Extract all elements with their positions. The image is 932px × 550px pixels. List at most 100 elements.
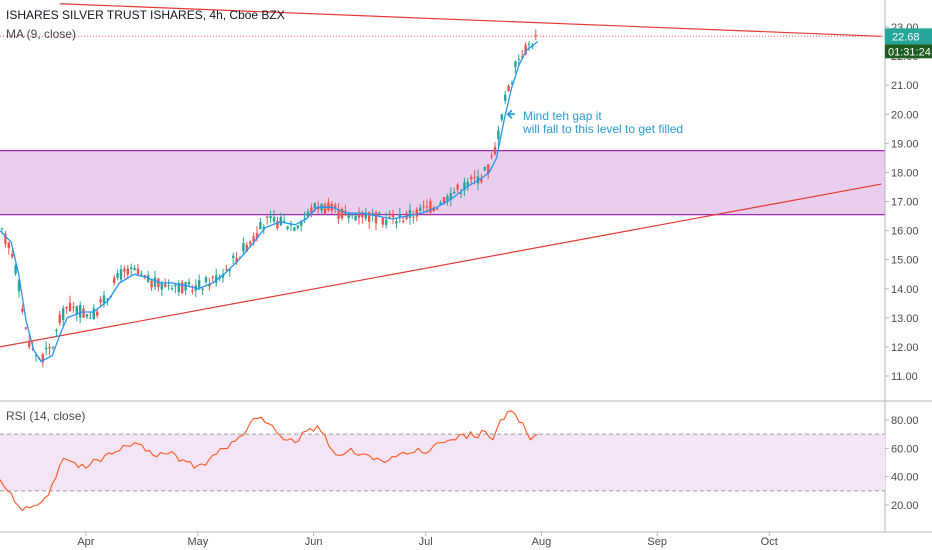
candle-down	[96, 311, 99, 316]
candle-up	[119, 269, 123, 280]
time-axis[interactable]: Apr May Jun Jul Aug Sep Oct	[77, 532, 778, 548]
candle-up	[347, 212, 350, 218]
candle-down	[436, 208, 439, 210]
candle-down	[143, 275, 146, 278]
annotation-line-1: Mind teh gap it	[523, 109, 602, 123]
candle-down	[245, 244, 248, 252]
candle-down	[99, 299, 102, 303]
candle-up	[527, 43, 531, 45]
candle-up	[262, 226, 265, 230]
candle-down	[521, 56, 524, 58]
candle-up	[504, 94, 507, 101]
candle-up	[500, 114, 503, 120]
candle-up	[153, 277, 157, 287]
candle-up	[531, 46, 534, 48]
candle-up	[187, 281, 191, 285]
candle-down	[136, 268, 140, 275]
candle-up	[354, 215, 357, 221]
candle-down	[82, 308, 85, 318]
rsi-panel[interactable]	[0, 410, 885, 512]
price-tick-label: 16.00	[891, 226, 919, 238]
gap-zone-layer	[0, 150, 885, 216]
candle-up	[269, 216, 272, 219]
candle-down	[429, 201, 432, 213]
time-tick-label: Aug	[532, 536, 552, 548]
candle-up	[300, 221, 303, 226]
candle-down	[252, 236, 255, 242]
candle-up	[34, 355, 38, 357]
candle-up	[14, 265, 17, 274]
candle-up	[177, 283, 180, 293]
candle-down	[68, 302, 72, 312]
candle-up	[232, 255, 235, 258]
candle-down	[480, 179, 483, 182]
candle-down	[157, 278, 160, 288]
last-price-text: 22.68	[892, 31, 920, 43]
candle-down	[4, 233, 7, 244]
candle-up	[89, 317, 92, 319]
candle-up	[306, 211, 310, 217]
candle-down	[490, 155, 493, 157]
candle-up	[351, 214, 354, 216]
candle-up	[453, 192, 456, 194]
time-tick-label: May	[188, 536, 209, 548]
rsi-tick-label: 40.00	[891, 472, 919, 484]
time-tick-label: Jul	[419, 536, 433, 548]
candle-down	[391, 214, 395, 218]
price-panel[interactable]: Mind teh gap it will fall to this level …	[0, 3, 885, 368]
candle-up	[293, 227, 296, 231]
candle-up	[55, 330, 58, 332]
candle-down	[361, 212, 364, 218]
rsi-line	[0, 410, 538, 512]
candle-down	[381, 218, 384, 225]
candle-down	[456, 184, 459, 190]
candle-down	[374, 212, 378, 224]
candle-down	[402, 220, 405, 222]
candle-up	[279, 216, 282, 226]
price-tick-label: 19.00	[891, 138, 919, 150]
candle-down	[225, 268, 228, 270]
candle-down	[323, 204, 327, 214]
time-tick-label: Oct	[761, 536, 778, 548]
candle-up	[303, 217, 306, 219]
candle-up	[133, 267, 136, 271]
rsi-tick-label: 60.00	[891, 443, 919, 455]
rsi-axis[interactable]: 20.00 40.00 60.00 80.00	[885, 415, 919, 512]
candle-down	[432, 207, 435, 211]
candle-up	[51, 346, 55, 348]
candle-up	[510, 82, 514, 84]
candle-up	[242, 243, 245, 252]
candle-down	[473, 177, 476, 179]
ma-legend: MA (9, close)	[6, 27, 76, 41]
gap-zone	[0, 150, 885, 215]
candle-up	[92, 308, 95, 320]
price-tick-label: 21.00	[891, 80, 919, 92]
candle-down	[72, 306, 75, 308]
candle-down	[249, 241, 252, 244]
candle-up	[17, 280, 21, 292]
candle-up	[395, 221, 398, 224]
candle-up	[221, 274, 225, 278]
candle-down	[415, 209, 418, 217]
price-tick-label: 14.00	[891, 284, 919, 296]
candle-up	[449, 192, 452, 200]
candle-down	[238, 256, 242, 258]
candle-down	[208, 284, 211, 287]
candle-up	[198, 280, 201, 288]
time-tick-label: Apr	[77, 536, 94, 548]
rsi-line-layer	[0, 410, 538, 512]
candle-up	[106, 298, 109, 300]
resistance-trendline	[59, 3, 882, 37]
candle-up	[463, 182, 466, 191]
candle-up	[0, 228, 4, 230]
ma-line	[0, 40, 539, 363]
candle-up	[259, 222, 262, 230]
candle-up	[419, 207, 422, 211]
candle-down	[276, 221, 279, 229]
candle-up	[140, 273, 143, 275]
candle-up	[371, 213, 374, 215]
candle-up	[313, 202, 316, 209]
candle-up	[289, 224, 293, 226]
candle-down	[235, 258, 238, 263]
candle-up	[62, 308, 65, 321]
